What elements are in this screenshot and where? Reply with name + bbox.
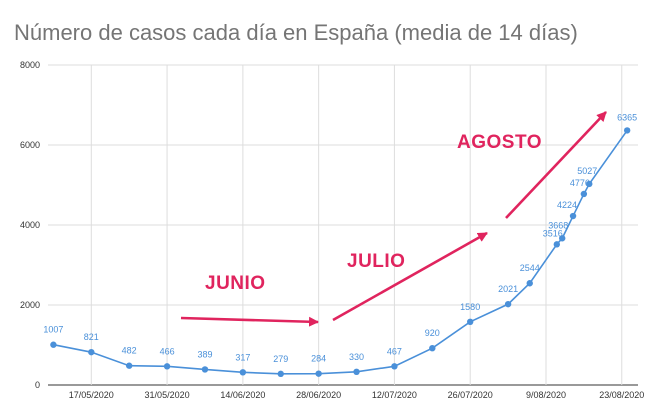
data-point: [50, 341, 57, 348]
x-tick-label: 14/06/2020: [220, 390, 265, 400]
y-tick-label: 6000: [20, 140, 40, 150]
data-label: 4224: [557, 200, 577, 210]
x-tick-label: 26/07/2020: [448, 390, 493, 400]
data-point: [353, 368, 360, 375]
data-label: 2544: [520, 263, 540, 273]
y-tick-label: 0: [35, 380, 40, 390]
data-point: [553, 241, 561, 248]
data-label: 2021: [498, 284, 518, 294]
annotation-arrow: [180, 316, 319, 327]
data-label: 3516: [543, 228, 563, 238]
data-label: 482: [122, 346, 137, 356]
month-annotation: JULIO: [347, 251, 405, 272]
data-point: [201, 366, 209, 373]
month-annotation: JUNIO: [205, 273, 266, 294]
data-label: 279: [273, 354, 288, 364]
data-label: 3668: [548, 220, 568, 230]
data-label: 330: [349, 352, 364, 362]
data-point: [623, 127, 631, 134]
y-tick-label: 8000: [20, 60, 40, 70]
data-label: 6365: [617, 112, 637, 122]
data-label: 920: [425, 328, 440, 338]
data-point: [504, 300, 512, 308]
data-label: 1580: [460, 302, 480, 312]
data-point: [277, 370, 284, 378]
x-tick-label: 28/06/2020: [296, 390, 341, 400]
x-tick-label: 23/08/2020: [599, 390, 644, 400]
data-point: [429, 345, 436, 352]
data-label: 4776: [570, 178, 590, 188]
data-point: [125, 362, 133, 369]
data-label: 466: [160, 346, 175, 356]
data-point: [239, 369, 247, 376]
data-point: [163, 363, 171, 370]
annotation-arrow: [332, 231, 488, 322]
data-label: 467: [387, 346, 402, 356]
data-label: 821: [84, 332, 99, 342]
data-point: [467, 318, 474, 325]
annotation-arrow: [505, 111, 607, 219]
data-point: [391, 363, 398, 370]
x-tick-label: 9/08/2020: [526, 390, 566, 400]
data-label: 5027: [577, 166, 597, 176]
data-point: [569, 212, 577, 220]
data-point: [315, 370, 322, 377]
data-point: [88, 348, 95, 356]
month-annotation: AGOSTO: [457, 132, 542, 153]
x-tick-label: 12/07/2020: [372, 390, 417, 400]
data-label: 389: [197, 349, 212, 359]
y-tick-label: 2000: [20, 300, 40, 310]
series-line: [53, 129, 628, 375]
data-label: 284: [311, 354, 326, 364]
x-tick-label: 17/05/2020: [69, 390, 114, 400]
data-label: 1007: [43, 325, 63, 335]
data-point: [559, 235, 566, 242]
y-tick-label: 4000: [20, 220, 40, 230]
chart-title: Número de casos cada día en España (medi…: [14, 20, 578, 45]
data-point: [580, 190, 588, 198]
data-point: [586, 180, 593, 188]
data-point: [526, 280, 533, 287]
data-label: 317: [235, 352, 250, 362]
x-tick-label: 31/05/2020: [145, 390, 190, 400]
